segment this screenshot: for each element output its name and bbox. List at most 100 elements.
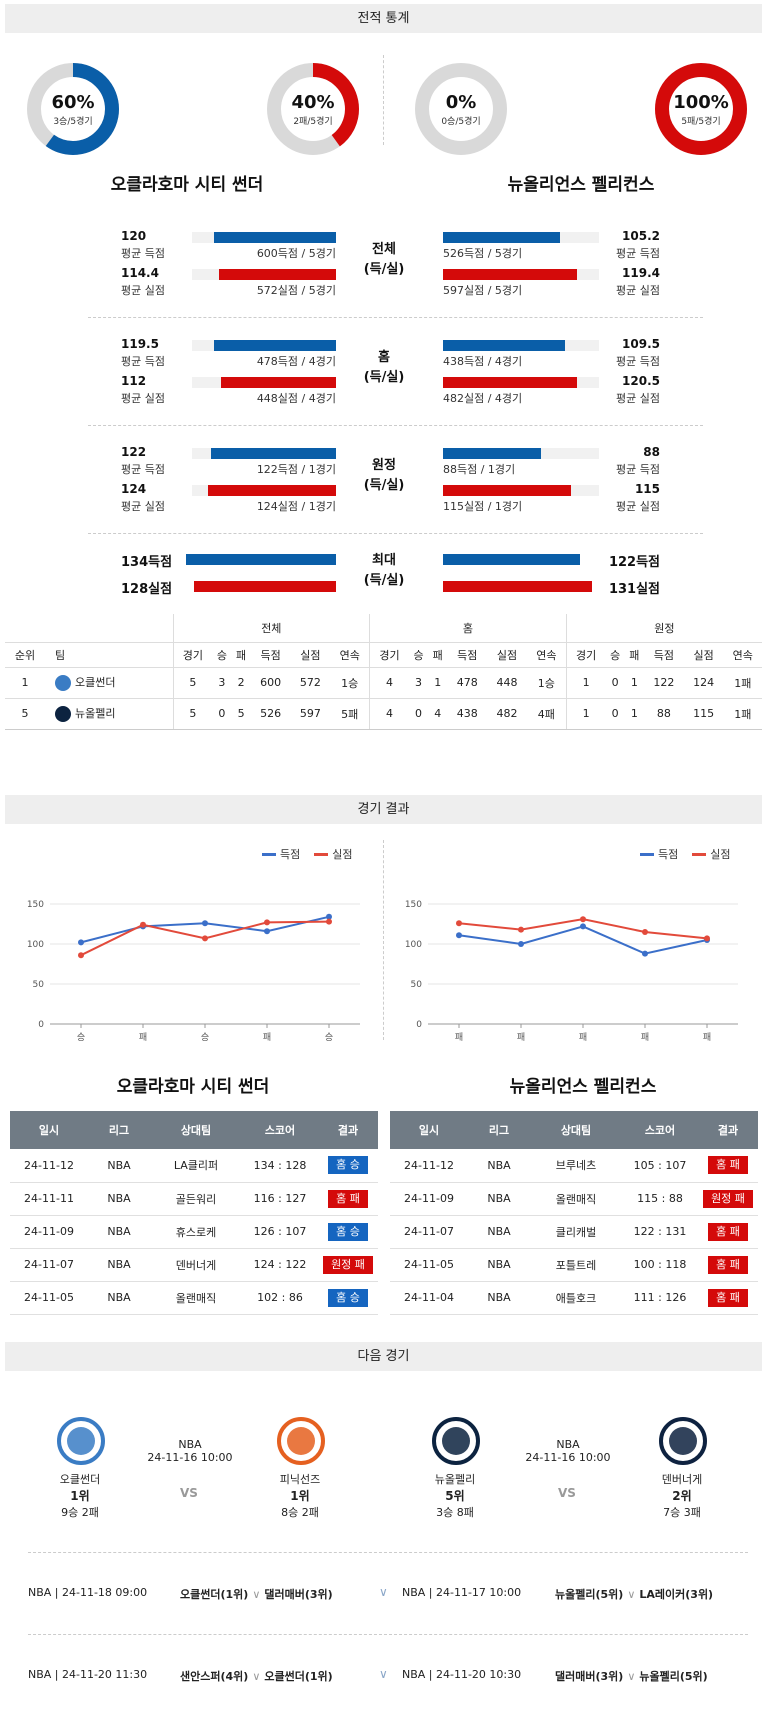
- stat-category-sub: (득/실): [363, 370, 405, 385]
- result-badge: 홈 승: [328, 1288, 368, 1307]
- legend-item-scored: 득점: [262, 848, 300, 861]
- stat-label: 평균 실점: [616, 284, 660, 297]
- donut-chart: 40% 2패/5경기: [266, 62, 360, 156]
- stat-bar: [180, 554, 336, 565]
- donut-record: 5패/5경기: [681, 117, 721, 127]
- next-team-rank: 5위: [445, 1489, 465, 1503]
- stat-label: 평균 득점: [616, 355, 660, 368]
- result-score: 105 : 107: [622, 1149, 698, 1183]
- result-opponent[interactable]: 애틀호크: [530, 1281, 622, 1315]
- stat-detail: 438득점 / 4경기: [443, 355, 523, 368]
- result-opponent[interactable]: 골든워리: [150, 1182, 242, 1216]
- data-point: [456, 932, 462, 939]
- column-header: 실점: [487, 641, 527, 667]
- upcoming-match[interactable]: 뉴올펠리(5위) ∨ LA레이커(3위): [555, 1586, 713, 1602]
- result-opponent[interactable]: 브루네츠: [530, 1149, 622, 1183]
- stat-cell: 1승: [330, 666, 371, 698]
- results-header: 상대팀: [150, 1111, 242, 1149]
- column-header: 연속: [330, 641, 371, 667]
- upcoming-meta: NBA | 24-11-20 10:30: [402, 1668, 522, 1681]
- column-header: 팀: [45, 641, 174, 667]
- column-header: 경기: [566, 641, 606, 667]
- stat-bar: [180, 581, 336, 592]
- standings-row: 5 뉴올펠리 5 0 5 526 597 5패 4 0 4 438 482 4패 1 0 1 88 115 1패: [5, 697, 762, 730]
- upcoming-meta: NBA | 24-11-17 10:00: [402, 1586, 522, 1599]
- stat-bar: [192, 232, 336, 243]
- stat-label: 평균 실점: [121, 500, 165, 513]
- next-team-home[interactable]: 오클썬더 1위 9승 2패: [30, 1471, 130, 1520]
- divider: [383, 55, 384, 145]
- result-opponent[interactable]: LA클리퍼: [150, 1149, 242, 1183]
- results-header: 일시: [390, 1111, 468, 1149]
- result-opponent[interactable]: 덴버너게: [150, 1248, 242, 1282]
- stat-cell: 124: [683, 666, 724, 698]
- result-opponent[interactable]: 포틀트레: [530, 1248, 622, 1282]
- stat-cell: 572: [290, 666, 331, 698]
- stat-category: 최대 (득/실): [354, 551, 414, 591]
- stat-label: 평균 득점: [616, 247, 660, 260]
- team-name: 오클썬더: [75, 676, 116, 689]
- result-cell: 원정 패: [698, 1182, 758, 1216]
- stat-label: 평균 득점: [121, 247, 165, 260]
- upcoming-match[interactable]: 오클썬더(1위) ∨ 댈러매버(3위): [180, 1586, 333, 1602]
- result-opponent[interactable]: 휴스로케: [150, 1215, 242, 1249]
- data-point: [642, 950, 648, 957]
- team-cell[interactable]: 오클썬더: [45, 666, 174, 698]
- max-value: 128실점: [121, 582, 173, 597]
- data-point: [580, 916, 586, 923]
- upcoming-team: LA레이커(3위): [639, 1588, 714, 1601]
- next-team-away[interactable]: 덴버너게 2위 7승 3패: [632, 1471, 732, 1520]
- logo-ring: [659, 1417, 707, 1465]
- x-tick-label: 패: [641, 1032, 649, 1043]
- section-header-results: 경기 결과: [5, 795, 762, 824]
- results-header-row: 일시 리그 상대팀 스코어 결과: [10, 1111, 378, 1149]
- stat-bar: [443, 269, 599, 280]
- logo-ring: [57, 1417, 105, 1465]
- data-point: [78, 939, 84, 946]
- result-cell: 홈 패: [318, 1182, 378, 1216]
- result-score: 134 : 128: [242, 1149, 318, 1183]
- upcoming-team: 뉴올펠리(5위): [555, 1588, 624, 1601]
- stat-category-sub: (득/실): [363, 262, 405, 277]
- legend-item-conceded: 실점: [692, 848, 731, 861]
- stat-category: 홈 (득/실): [354, 348, 414, 388]
- result-opponent[interactable]: 올랜매직: [530, 1182, 622, 1216]
- logo-core: [669, 1427, 697, 1455]
- donut-arc: [267, 63, 359, 155]
- logo-core: [442, 1427, 470, 1455]
- stat-value: 112: [121, 374, 147, 388]
- result-opponent[interactable]: 올랜매직: [150, 1281, 242, 1315]
- result-date: 24-11-05: [10, 1281, 88, 1315]
- team-cell[interactable]: 뉴올펠리: [45, 697, 174, 730]
- column-headers: 순위 팀 경기 승 패 득점 실점 연속 경기 승 패 득점 실점 연속 경기 승 패 득점 실점 연속: [5, 641, 762, 667]
- results-table-home: 일시 리그 상대팀 스코어 결과 24-11-12 NBA LA클리퍼 134 : 128 홈 승…: [10, 1111, 378, 1315]
- donut-chart: 0% 0승/5경기: [414, 62, 508, 156]
- divider: [383, 840, 384, 1040]
- stat-label: 평균 실점: [616, 500, 660, 513]
- stat-cell: 4: [369, 697, 409, 730]
- stat-cell: 1: [566, 666, 606, 698]
- result-opponent[interactable]: 클리캐벌: [530, 1215, 622, 1249]
- line-chart-away: 0 50 100 150 패 패 패 패 패: [405, 900, 738, 1043]
- data-point: [518, 926, 524, 933]
- stat-label: 평균 득점: [616, 463, 660, 476]
- results-row: 24-11-09 NBA 휴스로케 126 : 107 홈 승: [10, 1215, 378, 1249]
- stat-bar-fill: [213, 340, 336, 351]
- team-logo-icon: [55, 675, 71, 691]
- results-header-row: 일시 리그 상대팀 스코어 결과: [390, 1111, 758, 1149]
- team-logo-icon: [432, 1417, 480, 1465]
- next-team-away[interactable]: 피닉선즈 1위 8승 2패: [250, 1471, 350, 1520]
- upcoming-match[interactable]: 댈러매버(3위) ∨ 뉴올펠리(5위): [555, 1668, 708, 1684]
- result-league: NBA: [88, 1149, 150, 1183]
- team-name-away: 뉴올리언스 펠리컨스: [507, 175, 655, 195]
- stat-value: 114.4: [121, 266, 159, 280]
- next-team-home[interactable]: 뉴올펠리 5위 3승 8패: [405, 1471, 505, 1520]
- stat-cell: 1승: [526, 666, 567, 698]
- next-team-record: 9승 2패: [61, 1506, 99, 1519]
- results-row: 24-11-04 NBA 애틀호크 111 : 126 홈 패: [390, 1281, 758, 1315]
- upcoming-team: 오클썬더(1위): [180, 1588, 249, 1601]
- results-row: 24-11-07 NBA 덴버너게 124 : 122 원정 패: [10, 1248, 378, 1282]
- result-cell: 홈 승: [318, 1215, 378, 1249]
- upcoming-match[interactable]: 샌안스퍼(4위) ∨ 오클썬더(1위): [180, 1668, 333, 1684]
- stat-cell: 1: [624, 666, 644, 698]
